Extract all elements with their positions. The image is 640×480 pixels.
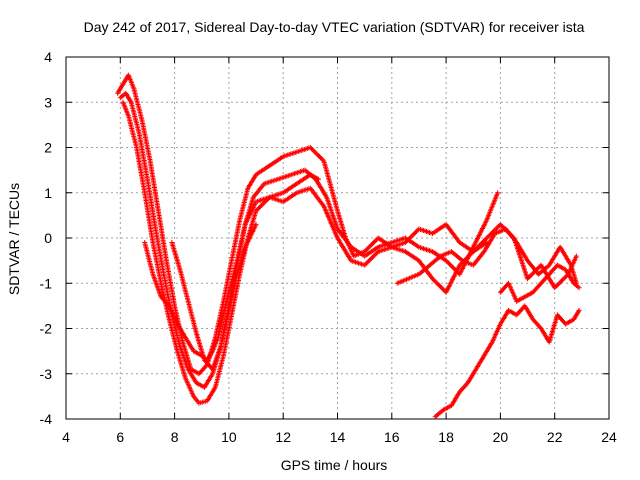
x-axis-label: GPS time / hours <box>281 457 388 473</box>
y-tick-label: -1 <box>40 275 53 291</box>
data-point-marker <box>468 251 474 257</box>
data-point-marker <box>562 275 568 281</box>
data-point-marker <box>364 246 370 252</box>
data-point-marker <box>316 176 321 182</box>
data-point-marker <box>258 203 264 209</box>
series-track-8 <box>497 262 582 304</box>
data-point-marker <box>436 283 442 288</box>
data-point-marker <box>319 156 325 162</box>
x-tick-label: 24 <box>601 429 617 445</box>
x-tick-label: 8 <box>171 429 179 445</box>
y-axis-label: SDTVAR / TECUs <box>6 183 22 295</box>
data-point-marker <box>255 206 261 212</box>
data-point-marker <box>373 251 379 257</box>
data-point-marker <box>434 280 440 286</box>
series-track-1 <box>115 72 579 377</box>
data-point-marker <box>362 262 368 268</box>
x-tick-label: 4 <box>62 429 70 445</box>
data-point-marker <box>435 281 441 287</box>
data-point-marker <box>554 283 560 288</box>
data-point-marker <box>363 261 369 267</box>
data-point-marker <box>413 229 419 235</box>
data-point-marker <box>366 244 372 250</box>
data-point-marker <box>367 257 373 262</box>
plot-frame <box>65 56 610 420</box>
x-tick-label: 6 <box>116 429 124 445</box>
data-point-marker <box>465 254 471 260</box>
data-point-marker <box>363 247 369 253</box>
x-tick-label: 12 <box>275 429 291 445</box>
data-point-marker <box>310 147 316 153</box>
x-tick-label: 16 <box>384 429 400 445</box>
data-point-marker <box>494 225 500 231</box>
data-point-marker <box>449 263 455 269</box>
data-point-marker <box>431 277 437 283</box>
data-point-marker <box>364 260 370 266</box>
data-point-marker <box>315 152 321 158</box>
data-point-marker <box>526 275 532 281</box>
data-point-marker <box>483 236 489 242</box>
x-tick-label: 14 <box>330 429 346 445</box>
y-tick-label: 4 <box>44 49 52 65</box>
data-point-marker <box>450 264 456 270</box>
y-tick-label: 3 <box>44 94 52 110</box>
data-point-marker <box>529 271 535 277</box>
x-tick-label: 18 <box>438 429 454 445</box>
data-point-marker <box>536 264 542 270</box>
data-point-marker <box>432 278 438 284</box>
chart-title: Day 242 of 2017, Sidereal Day-to-day VTE… <box>84 19 585 35</box>
data-point-marker <box>559 278 564 284</box>
data-point-marker <box>409 233 415 239</box>
y-tick-label: -3 <box>40 366 53 382</box>
data-point-marker <box>573 253 579 259</box>
data-point-marker <box>458 261 464 267</box>
data-point-marker <box>254 207 260 213</box>
x-tick-label: 20 <box>493 429 509 445</box>
data-point-marker <box>457 262 463 268</box>
data-point-marker <box>307 145 313 150</box>
x-tick-label: 10 <box>221 429 237 445</box>
data-point-marker <box>313 150 319 156</box>
data-point-marker <box>410 232 416 238</box>
data-point-marker <box>367 243 373 249</box>
data-point-marker <box>253 221 259 227</box>
data-point-marker <box>414 228 420 234</box>
data-point-marker <box>440 286 446 292</box>
y-tick-label: -4 <box>40 411 53 427</box>
y-tick-label: 2 <box>44 140 52 156</box>
data-point-marker <box>576 285 582 291</box>
series-track-4 <box>142 172 321 363</box>
data-point-marker <box>576 307 582 313</box>
data-point-marker <box>402 240 408 245</box>
series-track-7 <box>432 303 582 420</box>
data-point-marker <box>366 258 372 264</box>
data-point-marker <box>557 279 563 285</box>
y-tick-label: 0 <box>44 230 52 246</box>
x-tick-label: 22 <box>547 429 563 445</box>
data-point-marker <box>371 253 377 259</box>
data-point-marker <box>445 260 451 266</box>
y-tick-label: -2 <box>40 321 53 337</box>
data-point-marker <box>371 240 377 245</box>
data-points <box>115 72 582 420</box>
data-point-marker <box>555 281 561 287</box>
series-track-5 <box>169 221 259 372</box>
series-track-6 <box>394 226 579 286</box>
data-point-marker <box>374 250 380 256</box>
data-point-marker <box>439 285 445 291</box>
data-point-marker <box>495 190 501 196</box>
data-point-marker <box>561 276 567 282</box>
data-point-marker <box>370 254 376 260</box>
y-tick-label: 1 <box>44 185 52 201</box>
data-point-marker <box>259 202 265 208</box>
data-point-marker <box>447 261 452 267</box>
data-point-marker <box>486 233 492 239</box>
